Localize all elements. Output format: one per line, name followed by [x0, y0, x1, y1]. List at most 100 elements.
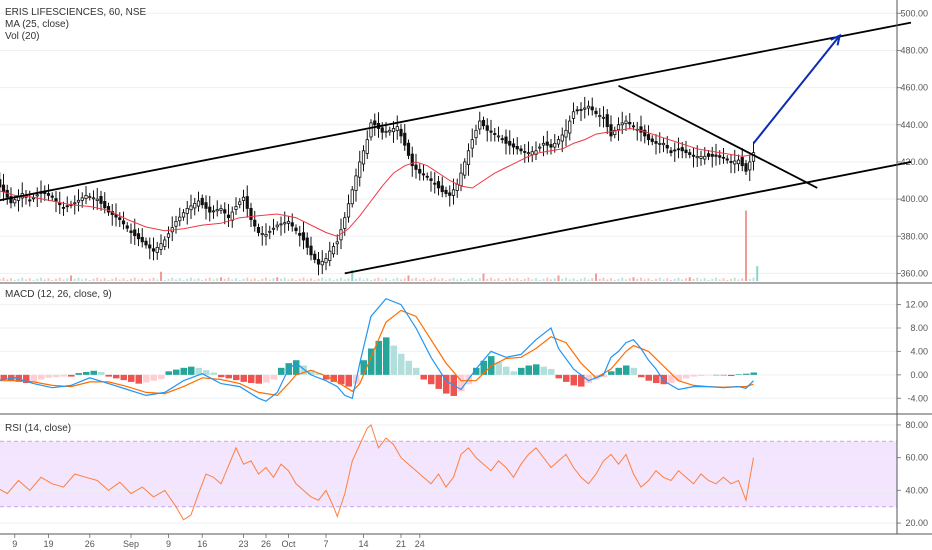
candle-body — [721, 156, 726, 159]
volume-bar — [482, 273, 485, 281]
rsi-axis-tick-label: 40.00 — [905, 485, 928, 495]
candle-body — [208, 206, 212, 213]
candle-body — [684, 149, 688, 154]
candle-body — [215, 209, 219, 212]
volume-bar — [362, 279, 365, 281]
candle-body — [268, 230, 272, 233]
volume-bar — [182, 280, 185, 281]
candle-body — [140, 237, 144, 243]
macd-histogram-bar — [248, 374, 255, 384]
candle-body — [114, 214, 118, 218]
candle-body — [740, 157, 744, 167]
volume-bar — [441, 278, 444, 281]
time-axis[interactable]: 9 19 26 Sep 9 16 23 26 Oct 7 14 21 24 — [12, 534, 425, 549]
volume-bar — [403, 278, 406, 281]
candle-body — [99, 196, 103, 204]
volume-bar — [741, 278, 744, 281]
macd-histogram-bar — [188, 366, 195, 375]
candle-body — [264, 234, 268, 237]
candle-body — [316, 259, 321, 265]
rsi-pane[interactable]: 20.00 40.00 60.00 80.00 RSI (14, close) — [0, 420, 928, 528]
volume-bar — [47, 278, 50, 281]
candle-body — [699, 155, 703, 159]
time-tick-label: Oct — [281, 539, 296, 549]
volume-bar — [238, 280, 241, 281]
macd-histogram-bar — [668, 374, 675, 384]
volume-bar — [216, 278, 219, 281]
candle-body — [605, 114, 609, 128]
volume-bar — [343, 279, 346, 281]
candle-body — [73, 202, 77, 205]
macd-histogram-bar — [293, 360, 300, 375]
time-tick-label: Sep — [123, 539, 139, 549]
macd-histogram-bar — [630, 367, 637, 375]
macd-histogram-bar — [473, 367, 480, 375]
candle-body — [519, 148, 523, 152]
time-tick-label: 21 — [396, 539, 406, 549]
candle-body — [736, 159, 741, 165]
candle-body — [133, 229, 137, 237]
candle-body — [725, 158, 729, 161]
candle-body — [658, 142, 662, 145]
volume-bar — [535, 278, 537, 281]
volume-bar — [647, 278, 650, 281]
volume-bar — [347, 278, 350, 281]
candle-body — [538, 146, 542, 149]
volume-bar — [433, 277, 436, 281]
candle-body — [358, 161, 362, 178]
candle-body — [144, 240, 148, 246]
macd-histogram-bar — [98, 371, 105, 375]
candle-body — [575, 109, 579, 112]
candle-body — [211, 210, 216, 213]
price-pane[interactable]: 360.00 380.00 400.00 420.00 440.00 460.00 480.… — [0, 7, 928, 281]
candle-body — [50, 195, 54, 198]
rsi-band-fill — [0, 441, 897, 507]
macd-histogram-bar — [390, 345, 397, 375]
macd-histogram-bar — [165, 371, 172, 375]
macd-histogram-bar — [90, 370, 97, 375]
macd-legend-text: MACD (12, 26, close, 9) — [5, 289, 112, 300]
macd-histogram-bar — [443, 374, 450, 394]
macd-histogram-bar — [728, 374, 735, 377]
candle-body — [354, 175, 358, 191]
volume-bar — [28, 278, 31, 281]
volume-bar — [658, 277, 661, 281]
macd-histogram-bar — [548, 369, 555, 375]
volume-bar — [227, 277, 230, 281]
volume-bar — [115, 277, 117, 281]
volume-bar — [460, 278, 462, 281]
candle-body — [335, 241, 339, 245]
candle-body — [65, 205, 69, 208]
volume-bar — [175, 279, 177, 281]
candle-body — [609, 124, 613, 137]
volume-bar — [520, 280, 522, 281]
volume-bar — [651, 280, 654, 281]
candle-body — [301, 232, 306, 241]
volume-bar — [580, 278, 582, 281]
volume-bar — [733, 277, 736, 281]
volume-bar — [497, 278, 500, 281]
volume-bar — [21, 277, 24, 281]
volume-bar — [205, 278, 207, 281]
macd-histogram-bar — [203, 370, 210, 375]
candle-body — [665, 144, 669, 149]
candle-body — [230, 211, 234, 221]
macd-histogram-bar — [743, 373, 750, 375]
volume-bar — [553, 278, 556, 281]
candle-body — [511, 143, 516, 148]
volume-bar — [400, 279, 402, 281]
macd-histogram-bar — [210, 372, 217, 375]
macd-pane[interactable]: -4.00 0.00 4.00 8.00 12.00 MACD (12, 26, clos… — [0, 289, 928, 403]
target-arrow-head — [830, 33, 842, 46]
volume-bar — [253, 278, 256, 281]
candle-body — [1, 184, 6, 193]
macd-histogram-bar — [83, 371, 90, 375]
candle-body — [234, 206, 238, 210]
macd-histogram-bar — [195, 367, 202, 375]
macd-histogram-bar — [735, 374, 742, 375]
candle-body — [136, 233, 141, 240]
macd-histogram-bar — [510, 371, 517, 375]
candle-body — [155, 247, 159, 253]
volume-bar — [321, 277, 324, 281]
candle-body — [549, 144, 553, 148]
